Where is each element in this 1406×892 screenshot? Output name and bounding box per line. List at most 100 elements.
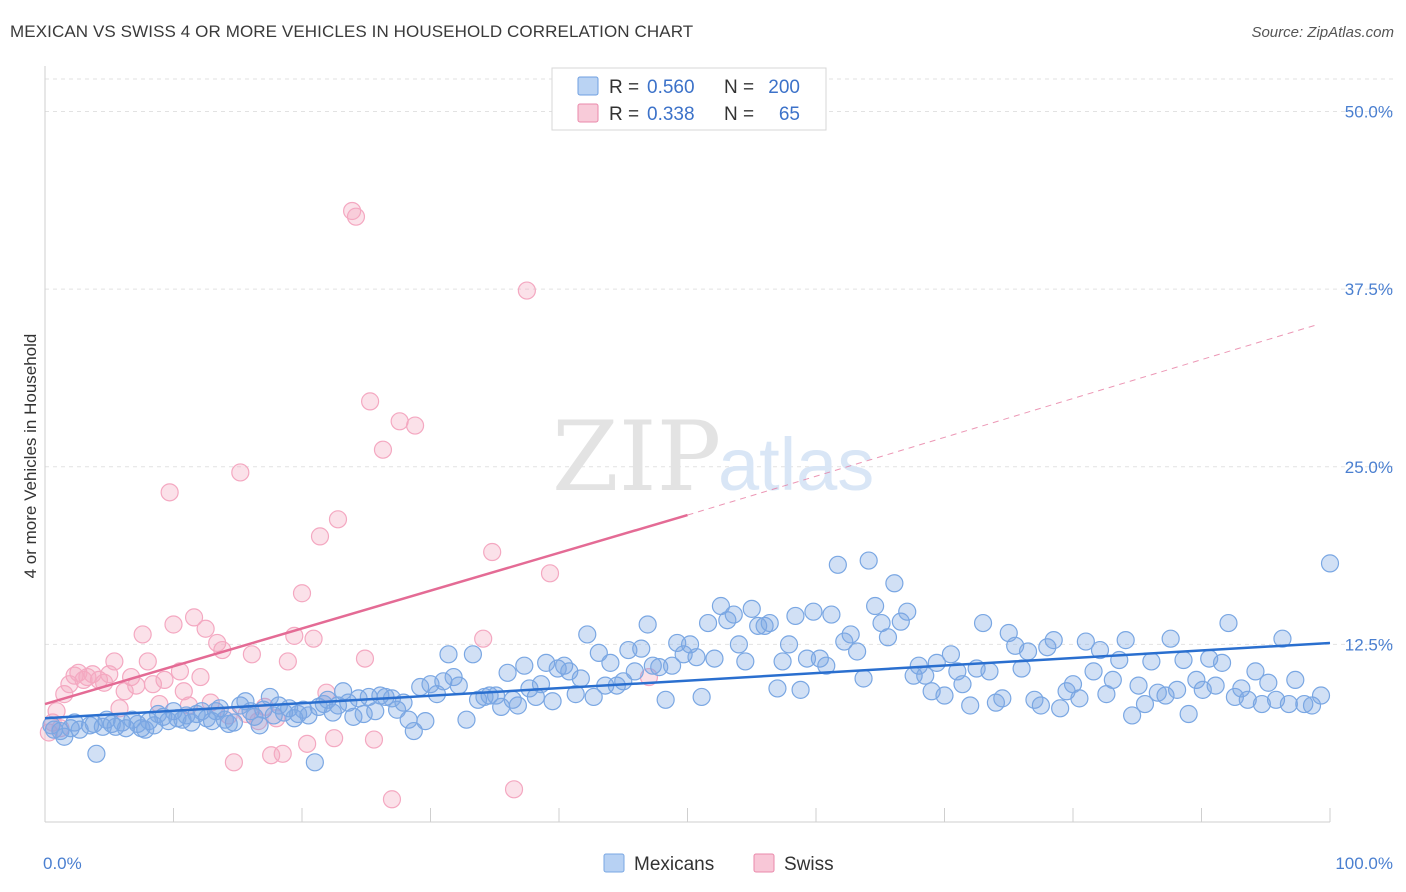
mexicans-point-216 [1295, 694, 1314, 714]
mexicans-point-103 [578, 625, 597, 644]
mexicans-point-128 [729, 635, 749, 654]
mexicans-point-193 [1142, 652, 1161, 671]
trend-lines [44, 324, 1331, 720]
swiss-point-31 [196, 619, 215, 638]
legend-r-value-mexicans: 0.560 [647, 77, 695, 98]
bottom-legend-swatch-swiss [753, 853, 775, 873]
swiss-point-52 [325, 729, 344, 748]
mexicans-point-9 [87, 744, 106, 763]
mexicans-point-133 [760, 613, 779, 633]
swiss-point-53 [328, 510, 348, 529]
mexicans-point-217 [1302, 696, 1322, 715]
mexicans-point-204 [1212, 653, 1232, 672]
chart-title: MEXICAN VS SWISS 4 OR MORE VEHICLES IN H… [10, 22, 694, 41]
y-tick-label-2: 37.5% [1345, 280, 1393, 299]
mexicans-point-184 [1084, 662, 1103, 681]
mexicans-point-174 [1018, 642, 1038, 661]
swiss-point-21 [143, 675, 163, 694]
mexicans-point-140 [804, 602, 823, 621]
swiss-point-27 [174, 682, 193, 701]
mexicans-point-215 [1286, 670, 1305, 690]
swiss-point-66 [504, 780, 524, 799]
watermark-atlas: atlas [718, 423, 874, 506]
mexicans-point-196 [1161, 629, 1180, 648]
bottom-legend: Mexicans Swiss [603, 853, 834, 875]
mexicans-point-116 [656, 690, 675, 709]
mexicans-point-122 [692, 687, 711, 707]
mexicans-point-189 [1116, 631, 1135, 650]
mexicans-point-61 [339, 693, 358, 712]
y-axis-label: 4 or more Vehicles in Household [21, 334, 40, 579]
grid-lines [45, 78, 1394, 645]
mexicans-point-129 [736, 652, 755, 671]
source-label: Source: ZipAtlas.com [1251, 24, 1394, 41]
legend-swatch-mexicans [577, 76, 599, 96]
swiss-point-48 [298, 734, 317, 753]
mexicans-point-143 [822, 605, 841, 624]
mexicans-point-113 [638, 615, 657, 634]
swiss-point-25 [164, 615, 183, 634]
swiss-point-30 [191, 667, 210, 687]
mexicans-point-64 [354, 704, 373, 724]
legend-n-value-swiss: 65 [779, 104, 800, 125]
mexicans-point-179 [1051, 699, 1070, 718]
mexicans-point-146 [841, 625, 860, 644]
y-tick-label-3: 50.0% [1345, 103, 1393, 122]
mexicans-point-42 [245, 707, 264, 726]
mexicans-point-82 [457, 710, 476, 729]
y-tick-label-0: 12.5% [1345, 635, 1393, 654]
mexicans-point-208 [1238, 690, 1257, 709]
legend-swatch-swiss [577, 103, 599, 123]
swiss-point-24 [160, 483, 179, 502]
mexicans-point-73 [404, 721, 423, 741]
swiss-point-2 [47, 702, 66, 721]
swiss-point-19 [133, 625, 152, 644]
mexicans-point-123 [698, 613, 718, 633]
mexicans-point-170 [993, 689, 1012, 708]
swiss-point-63 [517, 281, 536, 300]
mexicans-point-209 [1246, 662, 1265, 681]
mexicans-point-52 [294, 700, 313, 719]
swiss-point-36 [224, 753, 243, 772]
mexicans-point-92 [515, 656, 534, 675]
mexicans-point-142 [817, 656, 836, 675]
mexicans-point-99 [555, 656, 574, 675]
mexicans-point-132 [755, 616, 774, 636]
mexicans-point-176 [1031, 696, 1050, 715]
mexicans-point-162 [941, 645, 961, 664]
legend-n-label-mexicans: N = [724, 77, 754, 98]
swiss-point-39 [242, 645, 261, 664]
mexicans-point-191 [1129, 676, 1148, 695]
swiss-point-62 [405, 416, 425, 435]
axes [44, 66, 1331, 823]
x-tick-label-1: 100.0% [1335, 854, 1393, 873]
swiss-point-60 [382, 790, 402, 809]
mexicans-point-83 [463, 645, 483, 664]
mexicans-point-154 [891, 612, 910, 631]
mexicans-point-137 [786, 606, 805, 626]
swiss-point-59 [373, 440, 393, 459]
mexicans-point-121 [687, 648, 706, 667]
mexicans-point-200 [1187, 670, 1206, 690]
mexicans-points [42, 551, 1340, 772]
swiss-point-61 [390, 412, 409, 431]
mexicans-point-178 [1044, 631, 1063, 650]
mexicans-point-211 [1259, 673, 1278, 692]
swiss-point-29 [184, 608, 204, 627]
legend-r-label-mexicans: R = [609, 77, 639, 98]
mexicans-point-164 [953, 675, 972, 694]
swiss-point-14 [105, 652, 124, 671]
mexicans-point-81 [449, 676, 468, 695]
watermark-zip: ZIP [552, 401, 721, 513]
mexicans-trend-line [44, 641, 1331, 720]
mexicans-point-183 [1076, 632, 1095, 651]
mexicans-point-165 [961, 696, 980, 715]
swiss-point-65 [474, 629, 493, 648]
bottom-legend-swatch-mexicans [603, 853, 625, 873]
mexicans-point-134 [768, 679, 787, 698]
top-legend: R = 0.560 N = 200 R = 0.338 N = 65 [551, 67, 827, 131]
x-tick-label-0: 0.0% [43, 854, 82, 873]
mexicans-point-149 [859, 551, 878, 570]
mexicans-point-207 [1232, 679, 1251, 698]
